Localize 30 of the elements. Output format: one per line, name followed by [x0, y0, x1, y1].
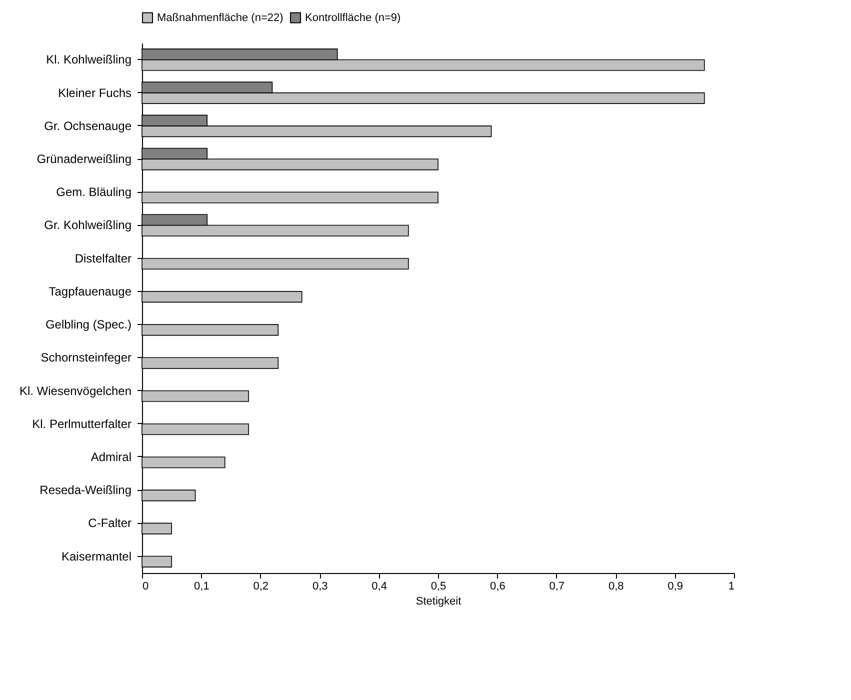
- y-tick-label: Grünaderweißling: [36, 152, 132, 166]
- x-tick-label: 0,1: [194, 580, 210, 592]
- x-tick-label: 0,6: [490, 580, 506, 592]
- y-tick-label: Gr. Kohlweißling: [44, 218, 132, 232]
- y-tick-label: Tagpfauenauge: [48, 284, 132, 298]
- x-tick-label: 0: [142, 580, 149, 592]
- y-tick-label: C-Falter: [88, 516, 132, 530]
- y-tick-label: Kleiner Fuchs: [58, 86, 132, 100]
- x-tick-label: 0,8: [608, 580, 624, 592]
- x-tick-label: 0,5: [430, 580, 446, 592]
- y-tick-label: Kl. Wiesenvögelchen: [19, 384, 132, 398]
- x-axis-title: Stetigkeit: [416, 596, 462, 608]
- y-tick-label: Admiral: [90, 450, 132, 464]
- y-tick-label: Gr. Ochsenauge: [44, 118, 132, 133]
- legend-label: Kontrollfläche (n=9): [305, 12, 401, 24]
- y-tick-label: Gem. Bläuling: [56, 185, 132, 200]
- y-tick-label: Kl. Perlmutterfalter: [32, 416, 132, 431]
- x-tick-label: 0,7: [549, 580, 565, 592]
- y-tick-label: Kl. Kohlweißling: [46, 52, 132, 67]
- x-tick-label: 0,4: [372, 580, 387, 592]
- x-tick-label: 0,9: [668, 580, 683, 592]
- y-tick-label: Distelfalter: [74, 251, 132, 266]
- y-tick-label: Gelbling (Spec.): [45, 318, 132, 332]
- x-tick-label: 0,2: [253, 580, 269, 592]
- y-tick-label: Schornsteinfeger: [40, 350, 132, 365]
- legend-label: Maßnahmenfläche (n=22): [157, 12, 284, 24]
- y-tick-label: Reseda-Weißling: [40, 483, 132, 498]
- x-tick-label: 0,3: [312, 580, 328, 592]
- y-tick-label: Kaisermantel: [61, 549, 132, 564]
- x-tick-label: 1: [728, 580, 734, 592]
